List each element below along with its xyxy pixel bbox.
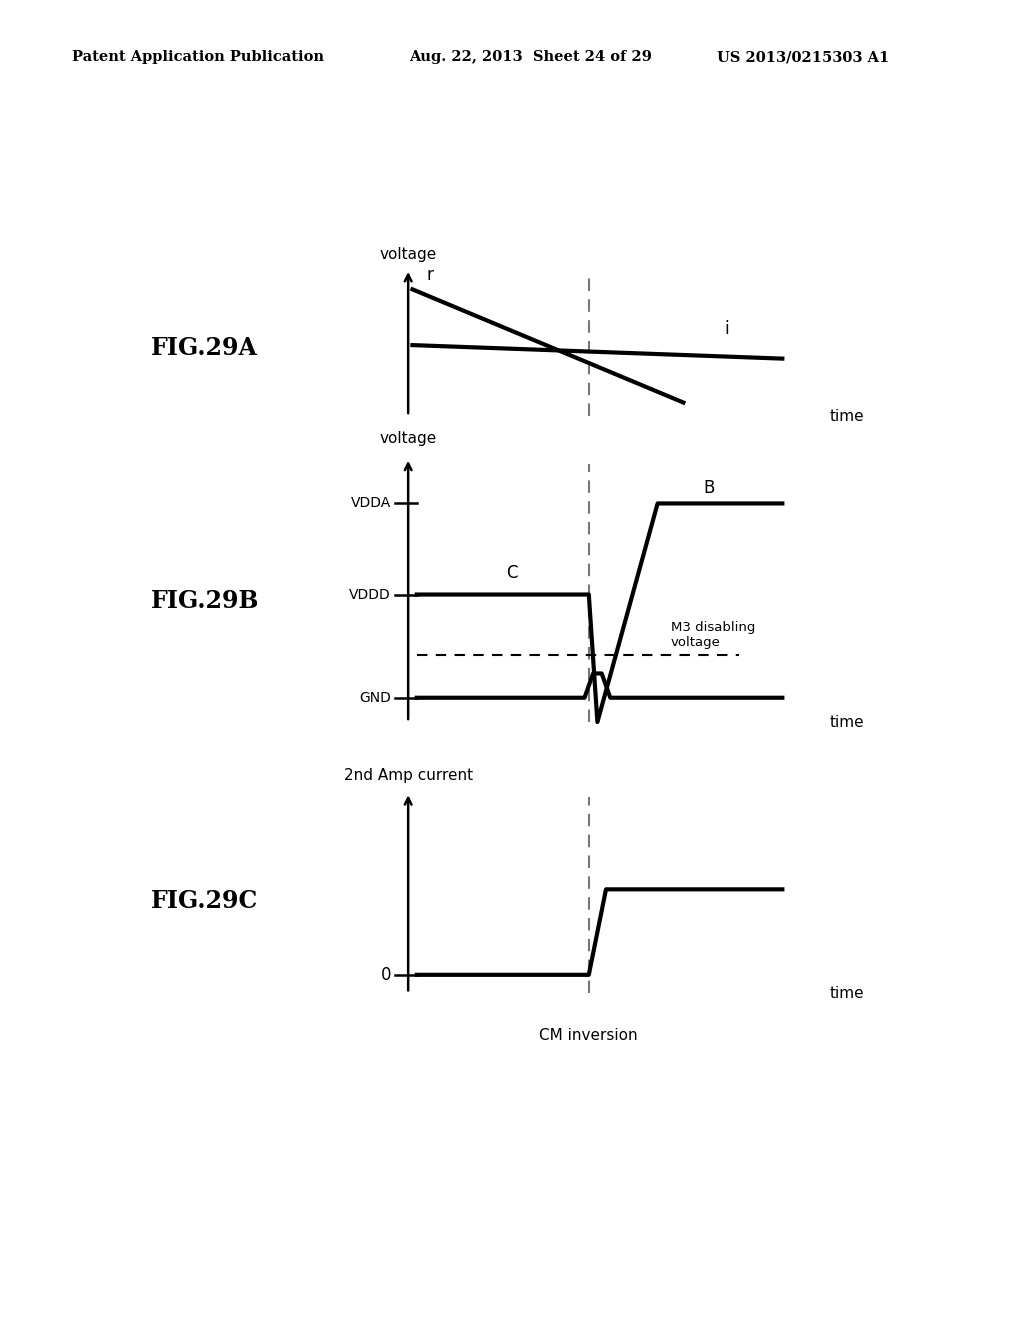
- Text: Patent Application Publication: Patent Application Publication: [72, 50, 324, 65]
- Text: VDDA: VDDA: [350, 496, 391, 511]
- Text: time: time: [829, 409, 864, 424]
- Text: 2nd Amp current: 2nd Amp current: [344, 768, 473, 783]
- Text: M3 disabling
voltage: M3 disabling voltage: [671, 622, 755, 649]
- Text: VDDD: VDDD: [349, 587, 391, 602]
- Text: FIG.29C: FIG.29C: [152, 888, 258, 913]
- Text: 0: 0: [381, 966, 391, 983]
- Text: voltage: voltage: [380, 247, 437, 263]
- Text: GND: GND: [359, 690, 391, 705]
- Text: voltage: voltage: [380, 430, 437, 446]
- Text: time: time: [829, 714, 864, 730]
- Text: US 2013/0215303 A1: US 2013/0215303 A1: [717, 50, 889, 65]
- Text: B: B: [703, 479, 715, 498]
- Text: C: C: [506, 565, 517, 582]
- Text: FIG.29B: FIG.29B: [151, 589, 259, 612]
- Text: i: i: [724, 321, 729, 338]
- Text: Aug. 22, 2013  Sheet 24 of 29: Aug. 22, 2013 Sheet 24 of 29: [410, 50, 652, 65]
- Text: CM inversion: CM inversion: [540, 1028, 638, 1043]
- Text: time: time: [829, 986, 864, 1001]
- Text: r: r: [426, 267, 433, 284]
- Text: FIG.29A: FIG.29A: [152, 337, 258, 360]
